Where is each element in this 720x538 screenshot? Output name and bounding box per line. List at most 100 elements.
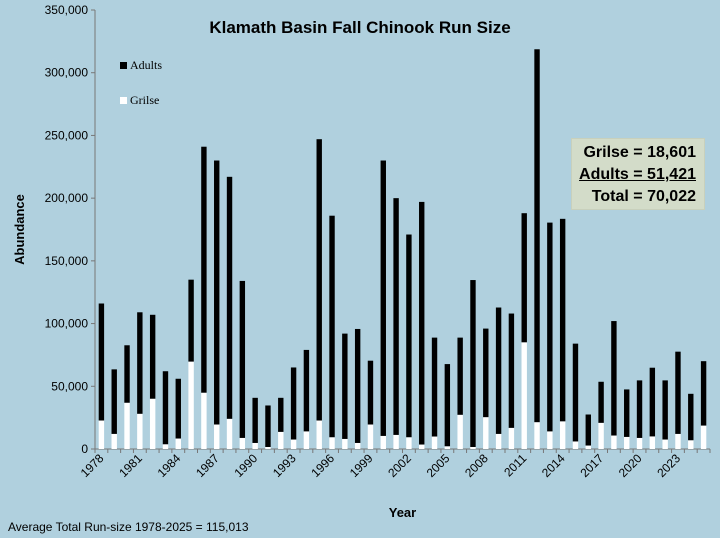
bar-adults-2004 [431,337,438,437]
bar-adults-2005 [444,364,451,447]
bar-grilse-1993 [290,439,297,449]
bar-grilse-2019 [624,436,630,449]
bar-adults-1988 [226,176,233,419]
bar-grilse-1983 [162,444,169,449]
x-tick-label: 1999 [347,451,376,480]
bar-grilse-1980 [124,402,130,449]
legend-adults: Adults [130,58,163,72]
bar-adults-2008 [483,328,489,418]
bar-grilse-1978 [98,420,105,449]
bar-grilse-2023 [675,433,681,449]
y-tick-label: 0 [81,442,88,456]
bar-adults-2021 [649,367,656,437]
bar-grilse-1992 [278,431,284,449]
bar-adults-1986 [201,146,207,393]
bar-adults-1989 [239,280,246,438]
bar-adults-1985 [188,279,194,362]
chart-title: Klamath Basin Fall Chinook Run Size [209,18,511,37]
bar-grilse-1981 [137,413,143,449]
bar-adults-2007 [470,280,476,447]
summary-box: Grilse = 18,601 Adults = 51,421 Total = … [571,138,705,210]
x-tick-label: 1984 [155,451,184,480]
x-tick-label: 1996 [308,451,337,480]
bar-grilse-2014 [559,421,566,449]
legend-grilse: Grilse [130,93,160,107]
bar-grilse-2003 [419,444,425,449]
x-tick-label: 2014 [539,451,568,480]
bar-grilse-1994 [303,431,310,449]
summary-total: Total = 70,022 [591,188,696,205]
bar-grilse-2001 [393,434,399,449]
bar-adults-1990 [252,397,258,443]
x-tick-label: 2005 [424,451,453,480]
bar-adults-2000 [380,160,386,436]
bar-grilse-1990 [252,442,258,449]
legend-swatch-grilse [120,97,127,104]
bar-adults-1991 [265,405,271,447]
bar-grilse-1988 [226,418,233,449]
x-tick-label: 1981 [116,451,145,480]
bar-grilse-2011 [521,342,527,449]
bar-grilse-2002 [406,437,412,449]
bar-grilse-2025 [700,425,707,449]
bar-grilse-1997 [342,438,348,449]
bar-grilse-2000 [380,435,386,449]
y-tick-label: 350,000 [45,3,89,17]
x-tick-label: 2011 [501,451,529,479]
bar-grilse-1985 [188,361,194,449]
bar-grilse-2004 [431,436,438,449]
legend-swatch-adults [120,62,127,69]
bar-grilse-1982 [149,398,156,449]
bar-adults-1981 [137,312,143,414]
bar-adults-2018 [611,321,617,436]
bar-adults-1995 [316,139,322,421]
bar-grilse-2018 [611,435,617,449]
bar-adults-1980 [124,345,130,403]
y-tick-label: 200,000 [45,191,89,205]
bar-adults-1996 [329,215,335,438]
bar-grilse-2005 [444,446,451,449]
x-tick-label: 1990 [231,451,260,480]
bar-grilse-1979 [111,433,117,449]
bar-grilse-2015 [572,441,579,449]
bar-adults-2025 [700,361,707,426]
bar-adults-2022 [662,380,668,440]
bar-grilse-1999 [367,424,374,449]
bar-adults-2014 [559,218,566,422]
bar-grilse-2017 [598,422,604,449]
bar-adults-1998 [354,328,361,443]
bar-adults-2011 [521,213,527,343]
bar-adults-1987 [214,160,220,425]
x-tick-label: 2020 [616,451,645,480]
bar-grilse-2016 [585,445,591,449]
y-axis-label: Abundance [12,194,27,265]
summary-adults: Adults = 51,421 [579,166,696,183]
footnote: Average Total Run-size 1978-2025 = 115,0… [8,520,249,534]
bar-grilse-1998 [354,442,361,449]
bar-adults-1993 [290,367,297,440]
bar-grilse-2024 [688,440,694,449]
y-tick-label: 300,000 [45,66,89,80]
bar-grilse-2009 [495,433,502,449]
bar-grilse-2022 [662,439,668,449]
bar-grilse-2013 [547,431,553,449]
bar-adults-2001 [393,198,399,435]
bar-adults-1978 [98,303,105,421]
bar-grilse-2006 [457,414,463,449]
bar-adults-2002 [406,234,412,438]
bar-adults-1997 [342,333,348,439]
x-tick-label: 2023 [654,451,683,480]
bar-adults-2009 [495,307,502,434]
bar-grilse-1987 [214,424,220,449]
bar-adults-2015 [572,343,579,442]
bar-grilse-2007 [470,446,476,449]
y-tick-label: 50,000 [51,379,88,393]
bar-adults-2006 [457,337,463,415]
bar-adults-2024 [688,393,694,441]
bar-grilse-1996 [329,437,335,449]
bar-adults-2013 [547,222,553,432]
bar-grilse-2012 [534,422,540,449]
bar-grilse-1984 [175,438,181,449]
bar-grilse-1995 [316,420,322,449]
